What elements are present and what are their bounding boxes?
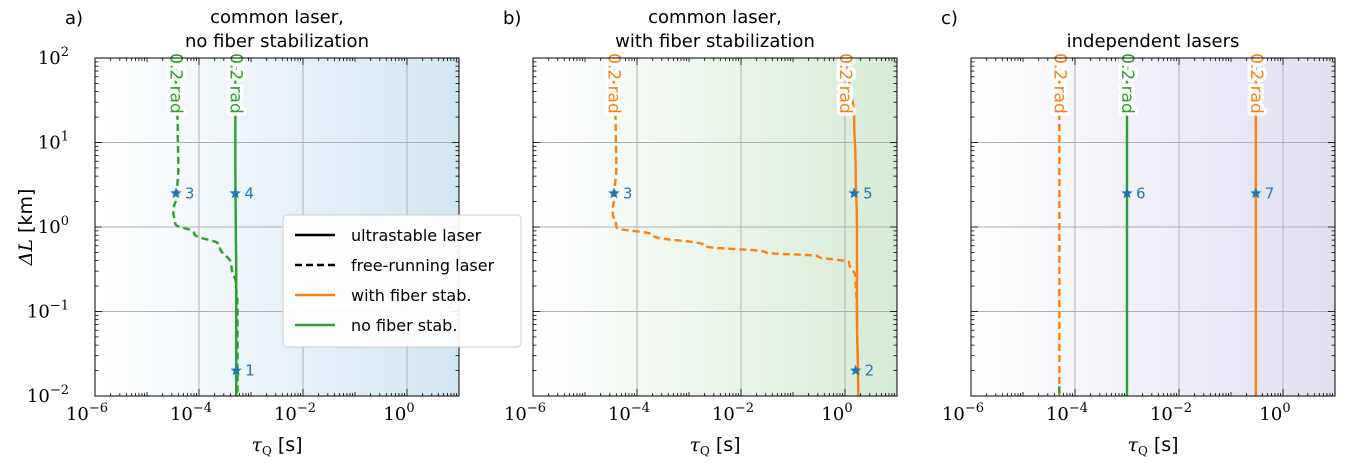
legend-entry-label: no fiber stab. <box>351 316 457 335</box>
panel-title-line-1: common laser, <box>210 7 344 28</box>
panel-label: b) <box>503 8 521 29</box>
panel-title-line-2: with fiber stabilization <box>615 31 815 52</box>
y-axis-label: ΔL [km] <box>15 189 37 267</box>
panel-label: c) <box>941 8 958 29</box>
marker-label: 5 <box>863 184 873 202</box>
panel-title-line-2: no fiber stabilization <box>185 31 369 52</box>
x-tick-label: 100 <box>383 401 414 425</box>
contour-label: 0.2 rad <box>225 53 245 114</box>
marker-label: 1 <box>245 362 255 380</box>
star-marker <box>1250 187 1262 199</box>
y-tick-label: 101 <box>38 130 69 154</box>
x-tick-label: 100 <box>821 401 852 425</box>
marker-label: 6 <box>1136 184 1146 202</box>
contour-label: 0.2 rad <box>603 53 623 114</box>
star-marker <box>230 364 242 376</box>
star-marker <box>170 187 182 199</box>
legend-entry-label: ultrastable laser <box>351 226 482 245</box>
panel-label: a) <box>65 8 83 29</box>
grid <box>971 58 1335 396</box>
y-tick-label: 10−2 <box>27 383 69 407</box>
star-marker <box>229 187 242 199</box>
x-axis-label: τQ [s] <box>251 434 302 458</box>
x-tick-label: 10−4 <box>1046 401 1088 425</box>
y-tick-label: 100 <box>38 214 69 238</box>
x-tick-label: 10−2 <box>1150 401 1192 425</box>
star-marker <box>608 187 620 199</box>
series-line-orange-solid <box>843 57 860 397</box>
ticks <box>532 58 897 397</box>
star-marker <box>849 364 862 376</box>
x-tick-label: 10−4 <box>170 401 212 425</box>
x-axis-label: τQ [s] <box>1127 434 1178 458</box>
contour-label: 0.2 rad <box>1246 53 1266 114</box>
panel-c: 0.2 rad 0.2 rad 0.2 rad 6 7 10−6 10−4 10−2 100 τQ… <box>941 8 1336 458</box>
legend-entry-label: with fiber stab. <box>351 286 471 305</box>
marker-label: 2 <box>865 362 875 380</box>
x-tick-label: 10−6 <box>66 401 108 425</box>
panel-title-line-2: independent lasers <box>1067 31 1240 52</box>
x-tick-label: 10−4 <box>608 401 650 425</box>
x-tick-label: 10−6 <box>504 401 546 425</box>
x-tick-label: 100 <box>1259 401 1290 425</box>
legend-entry-label: free-running laser <box>351 256 495 275</box>
marker-label: 7 <box>1265 184 1275 202</box>
series-line-green-solid <box>234 58 238 396</box>
legend-box <box>282 214 522 348</box>
contour-label: 0.2 rad <box>1049 53 1069 114</box>
marker-label: 3 <box>185 184 195 202</box>
y-tick-label: 102 <box>38 45 69 69</box>
marker-label: 4 <box>244 184 254 202</box>
contour-label: 0.2 rad <box>165 53 185 114</box>
x-tick-label: 10−2 <box>274 401 316 425</box>
panel-title-line-1: common laser, <box>648 7 782 28</box>
series-line-orange-dashed <box>611 57 860 397</box>
contour-label: 0.2 rad <box>1117 53 1137 114</box>
star-marker <box>1121 187 1133 199</box>
x-tick-label: 10−6 <box>942 401 984 425</box>
legend: ultrastable laser free-running laser with … <box>282 214 522 348</box>
y-tick-label: 10−1 <box>27 299 69 323</box>
star-marker <box>848 187 860 199</box>
contour-label: 0.2 rad <box>835 53 855 114</box>
panel-b: 0.2 rad 0.2 rad 3 5 2 10−6 10−4 10−2 100 τQ [s] b)… <box>503 7 898 458</box>
axes-frame <box>532 57 898 397</box>
grid <box>533 58 897 396</box>
x-axis-label: τQ [s] <box>689 434 740 458</box>
axes-frame <box>970 57 1336 397</box>
marker-label: 3 <box>623 184 633 202</box>
x-tick-label: 10−2 <box>712 401 754 425</box>
